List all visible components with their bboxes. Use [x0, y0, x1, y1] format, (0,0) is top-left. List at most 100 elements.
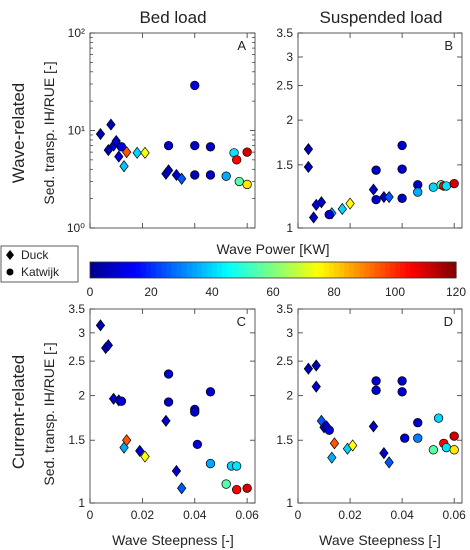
y-tick-label: 10²: [68, 26, 85, 40]
legend: Duck Katwijk: [0, 245, 79, 283]
legend-duck-marker: [6, 250, 14, 260]
x-tick-label: 0.04: [390, 508, 414, 522]
katwijk-point: [449, 178, 459, 189]
colorbar-segment: [318, 262, 325, 278]
colorbar-tick-label: 120: [446, 285, 466, 299]
katwijk-point: [413, 187, 423, 197]
y-tick-label: 1.5: [68, 433, 85, 447]
katwijk-point: [324, 425, 334, 435]
y-tick-label: 2.5: [276, 354, 293, 368]
y-tick-label: 10⁰: [67, 221, 85, 235]
colorbar-segment: [156, 262, 162, 278]
row-title-wave-related: Wave-related: [9, 83, 28, 183]
katwijk-point: [116, 142, 127, 152]
colorbar-segment: [328, 262, 335, 278]
colorbar-segment: [100, 262, 106, 278]
x-tick-label: 0.06: [443, 508, 467, 522]
colorbar-segment: [166, 262, 172, 278]
colorbar-segment: [171, 262, 178, 278]
colorbar-tick-label: 20: [144, 285, 158, 299]
colorbar-segment: [191, 262, 198, 278]
colorbar-segment: [232, 262, 239, 278]
katwijk-point: [397, 164, 407, 174]
duck-point: [95, 319, 106, 332]
panel-letter: A: [237, 38, 246, 53]
katwijk-point: [116, 396, 127, 406]
x-tick-label: 0: [295, 508, 302, 522]
colorbar-tick-label: 60: [266, 285, 280, 299]
katwijk-point: [190, 80, 200, 91]
duck-point: [303, 160, 314, 174]
colorbar-segment: [212, 262, 218, 278]
colorbar-segment: [420, 262, 427, 278]
katwijk-point: [371, 194, 381, 205]
panel-B: 1 1.5 2 2.5 3 3.5 B: [276, 26, 463, 235]
legend-duck-label: Duck: [21, 248, 49, 262]
katwijk-point: [371, 385, 381, 395]
colorbar-segment: [359, 262, 366, 278]
duck-point: [384, 456, 394, 469]
duck-point: [368, 183, 379, 196]
katwijk-point: [400, 433, 410, 443]
colorbar-segment: [283, 262, 289, 278]
y-tick-label: 10¹: [68, 124, 85, 138]
colorbar-segment: [262, 262, 269, 278]
katwijk-point: [205, 458, 216, 469]
plot-frame: [89, 32, 256, 229]
colorbar-segment: [410, 262, 416, 278]
duck-point: [348, 439, 358, 452]
y-tick-label: 1: [286, 221, 293, 235]
plot-frame: [297, 308, 463, 504]
colorbar-segment: [349, 262, 355, 278]
duck-point: [171, 168, 182, 182]
duck-point: [103, 339, 113, 352]
duck-point: [140, 450, 150, 463]
y-tick-label: 2: [286, 389, 293, 403]
katwijk-point: [242, 147, 252, 157]
duck-point: [177, 172, 187, 185]
colorbar-segment: [252, 262, 259, 278]
katwijk-point: [397, 387, 407, 397]
duck-point: [122, 434, 132, 447]
katwijk-point: [221, 479, 231, 489]
colorbar-tick-label: 80: [327, 285, 341, 299]
panel-A: 10⁰ 10¹ 10² A: [67, 26, 256, 235]
y-tick-label: 1.5: [276, 433, 293, 447]
y-tick-label: 3.5: [276, 302, 293, 316]
legend-katwijk-marker: [6, 268, 14, 276]
y-tick-label: 3: [78, 326, 85, 340]
katwijk-point: [163, 369, 174, 379]
x-tick-label: 0: [87, 508, 94, 522]
duck-point: [327, 451, 337, 464]
colorbar-segment: [90, 262, 96, 278]
y-tick-label: 1: [286, 496, 293, 510]
colorbar-segment: [105, 262, 111, 278]
colorbar-segment: [405, 262, 411, 278]
katwijk-point: [441, 442, 452, 453]
duck-point: [329, 437, 340, 450]
row-title-current-related: Current-related: [9, 355, 28, 469]
katwijk-point: [205, 170, 216, 180]
panel-letter: C: [237, 314, 246, 329]
y-tick-label: 1.5: [276, 158, 293, 172]
duck-point: [163, 164, 174, 177]
duck-point: [311, 359, 321, 372]
colorbar-segment: [278, 262, 284, 278]
plot-frame: [297, 32, 463, 229]
duck-point: [132, 146, 142, 159]
y-tick-label: 2.5: [68, 354, 85, 368]
colorbar-segment: [344, 262, 350, 278]
colorbar-segment: [196, 262, 203, 278]
duck-point: [171, 464, 182, 478]
colorbar-segment: [303, 262, 310, 278]
colorbar-frame: [89, 261, 457, 279]
colorbar-segment: [110, 262, 117, 278]
katwijk-point: [232, 461, 242, 471]
colorbar-segment: [354, 262, 361, 278]
duck-point: [95, 127, 106, 141]
colorbar-segment: [339, 262, 345, 278]
colorbar-segment: [161, 262, 167, 278]
colorbar-segment: [242, 262, 249, 278]
colorbar-segment: [186, 262, 193, 278]
